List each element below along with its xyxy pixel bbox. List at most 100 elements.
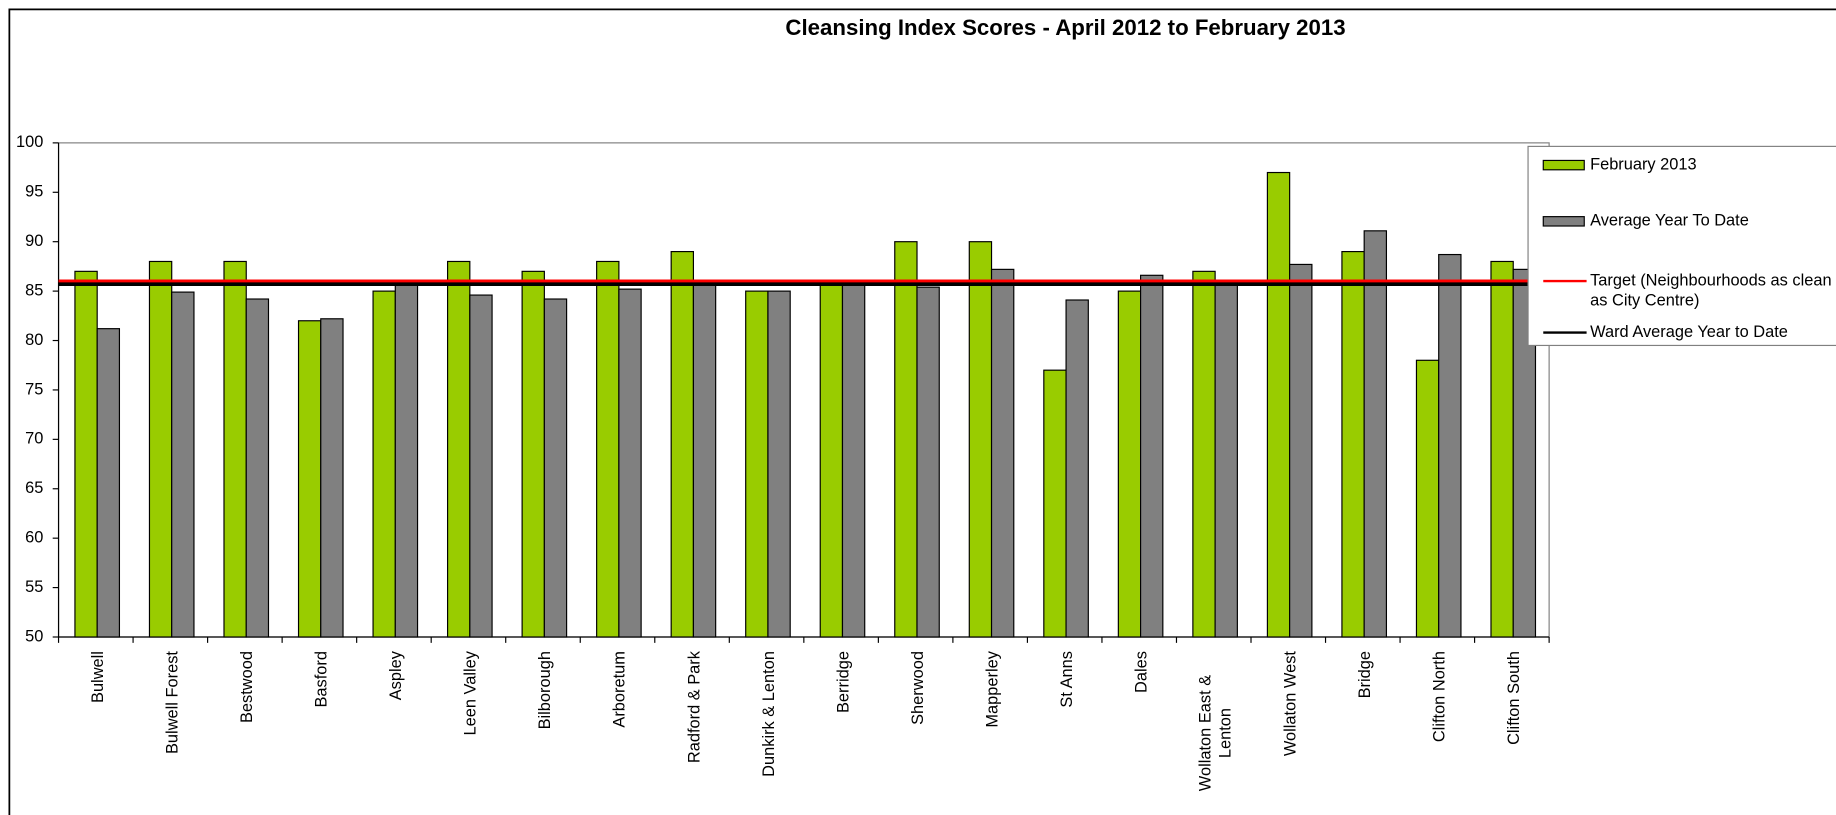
x-tick-label: Sherwood: [907, 651, 926, 725]
x-tick-label: Bulwell Forest: [161, 651, 181, 755]
legend-label: Target (Neighbourhoods as clean as City …: [1590, 270, 1832, 310]
y-tick-label: 80: [25, 331, 43, 349]
bar: [968, 241, 993, 638]
x-tick-label: Berridge: [832, 651, 852, 714]
x-tick-label-group: Dales: [1130, 651, 1150, 693]
bar: [767, 290, 791, 638]
legend-swatch: [1542, 216, 1585, 227]
bar: [916, 286, 940, 638]
bar: [1266, 171, 1291, 638]
x-tick-label-box: Sherwood: [907, 651, 926, 725]
y-tick-label: 70: [25, 430, 43, 448]
bar: [320, 318, 344, 638]
y-tick-label: 100: [16, 133, 43, 151]
x-tick-label: Aspley: [385, 651, 405, 701]
x-tick-label: Bridge: [1354, 651, 1373, 699]
x-tick-label: Bulwell: [87, 651, 106, 703]
x-tick-label-group: Bulwell Forest: [161, 651, 181, 755]
bar: [171, 291, 195, 638]
x-tick-label-group: Aspley: [385, 651, 405, 701]
plot-area: [57, 142, 1550, 638]
x-tick-label: Clifton North: [1428, 651, 1448, 743]
x-tick-label-group: Basford: [310, 651, 330, 708]
x-tick-label: Basford: [310, 651, 330, 708]
x-tick-label-box: Bulwell: [87, 651, 106, 703]
x-tick-label-group: St Anns: [1056, 651, 1075, 708]
legend-swatch: [1542, 159, 1585, 171]
x-tick-label-box: Bridge: [1354, 651, 1373, 699]
x-tick-label: Radford & Park: [683, 651, 703, 764]
x-tick-label-box: Berridge: [832, 651, 852, 714]
bar: [1192, 270, 1216, 638]
x-tick-label-box: Bulwell Forest: [161, 651, 181, 755]
x-tick-label: Arboretum: [608, 651, 628, 728]
legend-box: [1527, 145, 1836, 347]
y-tick-label: 75: [25, 380, 43, 398]
bar: [543, 298, 568, 638]
bar: [596, 260, 620, 638]
bar: [1065, 299, 1089, 638]
bar: [223, 260, 247, 638]
x-tick-label-box: Bilborough: [534, 651, 554, 730]
x-tick-label: Wollaton West: [1279, 651, 1299, 757]
chart-title: Cleansing Index Scores - April 2012 to F…: [785, 15, 1345, 40]
x-tick-label-box: Dunkirk & Lenton: [758, 651, 777, 777]
y-tick-label: 90: [25, 232, 43, 250]
x-tick-label-group: Bridge: [1354, 651, 1373, 699]
bar: [670, 250, 695, 638]
bar: [1341, 250, 1365, 638]
bar: [245, 298, 270, 638]
x-tick-label-group: Berridge: [832, 651, 852, 714]
x-tick-label: Mapperley: [981, 651, 1001, 728]
x-tick-label-group: Bilborough: [534, 651, 554, 730]
y-tick-label: 95: [25, 183, 43, 201]
x-tick-label-group: Mapperley: [981, 651, 1001, 728]
x-tick-label-box: Dales: [1130, 651, 1150, 693]
legend-label: Ward Average Year to Date: [1590, 322, 1788, 341]
x-tick-label-box: Wollaton West: [1279, 651, 1299, 757]
x-tick-label: Bilborough: [534, 651, 554, 730]
x-tick-label-box: Clifton North: [1428, 651, 1448, 743]
x-tick-label-group: Sherwood: [907, 651, 926, 725]
y-tick-label: 55: [25, 578, 43, 596]
bar: [148, 260, 173, 638]
bar: [819, 280, 844, 638]
x-tick-label-box: Clifton South: [1503, 651, 1522, 745]
x-tick-label-group: Bestwood: [236, 651, 256, 724]
y-tick-label: 65: [25, 479, 43, 497]
x-tick-label: Dales: [1130, 651, 1150, 693]
x-tick-label-group: Dunkirk & Lenton: [758, 651, 777, 777]
x-tick-label-box: St Anns: [1056, 651, 1075, 708]
x-tick-label-box: Radford & Park: [683, 651, 703, 764]
bar: [394, 281, 419, 638]
x-tick-label-box: Basford: [310, 651, 330, 708]
bar: [1415, 359, 1440, 638]
bar: [1363, 230, 1388, 638]
bar: [745, 290, 769, 638]
bar: [1117, 290, 1142, 638]
bar: [1214, 281, 1238, 638]
x-tick-label-box: Arboretum: [608, 651, 628, 728]
bar: [297, 320, 322, 638]
legend-label-box: Target (Neighbourhoods as clean as City …: [1590, 270, 1832, 310]
legend-label-box: Ward Average Year to Date: [1590, 322, 1788, 341]
y-tick-label: 50: [25, 627, 43, 645]
bar: [1490, 260, 1514, 638]
bar: [692, 279, 717, 638]
x-tick-label: Bestwood: [236, 651, 256, 724]
bar: [521, 270, 545, 638]
y-tick-label: 60: [25, 529, 43, 547]
x-tick-label-group: Wollaton East & Lenton: [1195, 675, 1234, 791]
x-tick-label-group: Leen Valley: [459, 651, 479, 736]
x-tick-label-group: Clifton South: [1503, 651, 1522, 745]
x-tick-label-group: Bulwell: [87, 651, 106, 703]
bar: [74, 270, 98, 638]
bar: [1289, 263, 1313, 638]
bar: [446, 260, 471, 638]
x-tick-label-box: Mapperley: [981, 651, 1001, 728]
bar: [841, 281, 866, 638]
bar: [96, 328, 121, 638]
x-tick-label: Leen Valley: [459, 651, 479, 736]
x-tick-label-group: Wollaton West: [1279, 651, 1299, 757]
